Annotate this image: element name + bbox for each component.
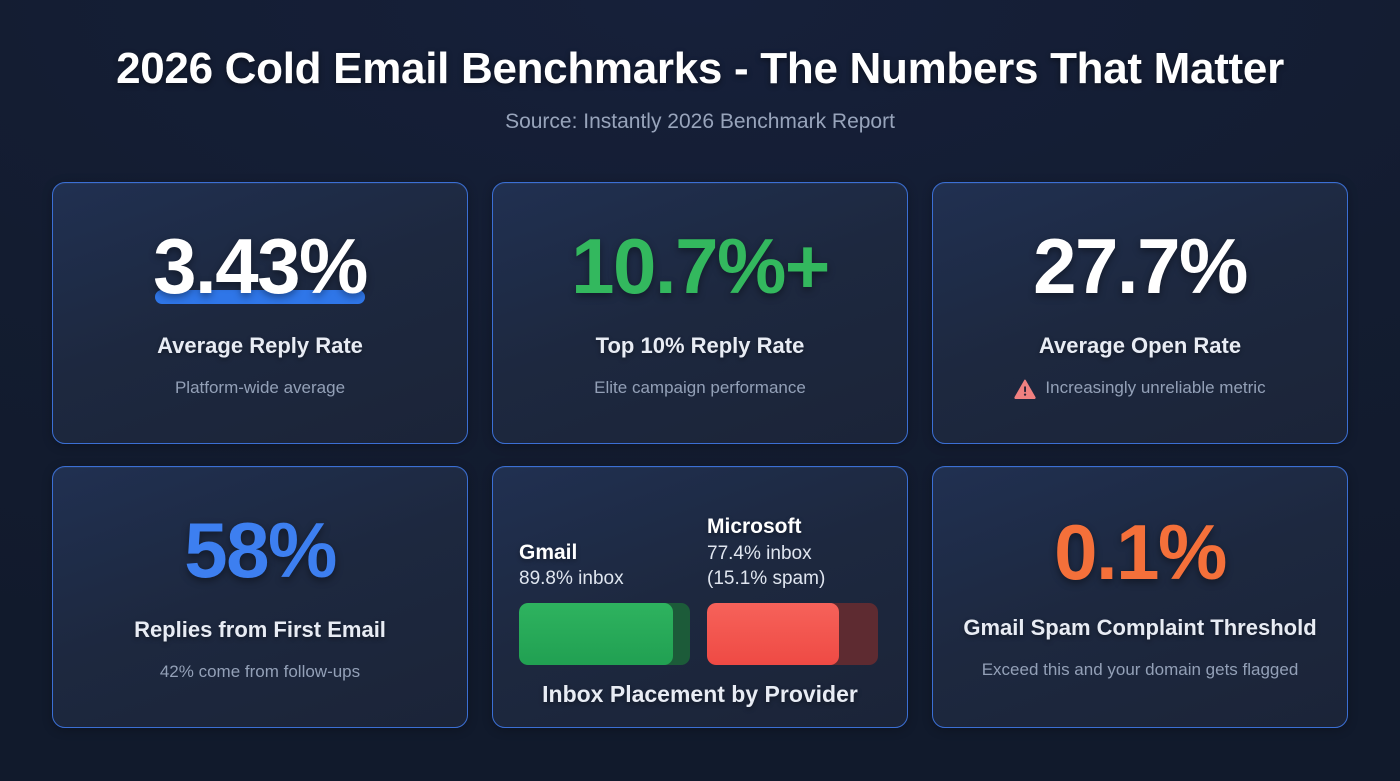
inbox-placement-chart-card: Gmail 89.8% inbox Microsoft 77.4% inbox …	[492, 466, 908, 728]
warning-triangle-icon	[1014, 379, 1037, 400]
stat-value: 3.43%	[153, 222, 368, 311]
stats-grid: 3.43% Average Reply Rate Platform-wide a…	[52, 182, 1348, 728]
header: 2026 Cold Email Benchmarks - The Numbers…	[0, 0, 1400, 134]
value-wrap: 10.7%+	[571, 222, 830, 311]
stat-card-average-reply-rate: 3.43% Average Reply Rate Platform-wide a…	[52, 182, 468, 444]
stat-note-text: Exceed this and your domain gets flagged	[981, 660, 1299, 680]
provider-stat-line-1: 77.4% inbox	[707, 542, 812, 564]
value-wrap: 27.7%	[1033, 222, 1248, 311]
provider-bar-fill	[707, 603, 840, 666]
stat-value: 58%	[184, 506, 337, 595]
provider-bar-track	[707, 603, 878, 666]
provider-bar-fill	[519, 603, 673, 666]
stat-note-text: Platform-wide average	[174, 378, 346, 398]
stat-label: Average Reply Rate	[157, 333, 363, 359]
stat-label: Gmail Spam Complaint Threshold	[963, 615, 1317, 641]
provider-stat-line-1: 89.8% inbox	[519, 567, 624, 589]
provider-bar-track	[519, 603, 690, 666]
chart-caption: Inbox Placement by Provider	[542, 681, 858, 708]
provider-bar-chart: Gmail 89.8% inbox Microsoft 77.4% inbox …	[519, 495, 881, 666]
stat-value: 10.7%+	[571, 222, 830, 311]
stat-note: Platform-wide average	[175, 377, 345, 398]
value-underline-bar	[155, 290, 365, 305]
stat-note: Increasingly unreliable metric	[1014, 377, 1266, 400]
provider-column-microsoft: Microsoft 77.4% inbox (15.1% spam)	[707, 495, 881, 666]
provider-column-gmail: Gmail 89.8% inbox	[519, 495, 693, 666]
stat-card-average-open-rate: 27.7% Average Open Rate Increasingly unr…	[932, 182, 1348, 444]
stat-note-text: Elite campaign performance	[594, 378, 806, 398]
stat-note: Elite campaign performance	[594, 377, 806, 398]
provider-name: Gmail	[519, 540, 578, 564]
value-wrap: 0.1%	[1054, 508, 1227, 597]
value-wrap: 58%	[184, 506, 337, 595]
provider-name: Microsoft	[707, 515, 802, 539]
stat-card-top-10-reply-rate: 10.7%+ Top 10% Reply Rate Elite campaign…	[492, 182, 908, 444]
stat-note-text: Increasingly unreliable metric	[1045, 378, 1266, 398]
stat-label: Average Open Rate	[1038, 333, 1242, 359]
page-subtitle: Source: Instantly 2026 Benchmark Report	[505, 110, 895, 134]
provider-stat-line-2: (15.1% spam)	[707, 567, 826, 589]
value-wrap: 3.43%	[153, 222, 368, 311]
stat-label: Replies from First Email	[134, 617, 386, 643]
stat-note: Exceed this and your domain gets flagged	[982, 659, 1299, 680]
stat-card-gmail-spam-complaint-threshold: 0.1% Gmail Spam Complaint Threshold Exce…	[932, 466, 1348, 728]
stat-note: 42% come from follow-ups	[160, 661, 360, 682]
stat-label: Top 10% Reply Rate	[595, 333, 805, 359]
stat-value: 0.1%	[1054, 508, 1227, 597]
stat-value: 27.7%	[1033, 222, 1248, 311]
page-title: 2026 Cold Email Benchmarks - The Numbers…	[116, 44, 1284, 93]
stat-card-replies-from-first-email: 58% Replies from First Email 42% come fr…	[52, 466, 468, 728]
stat-note-text: 42% come from follow-ups	[159, 662, 361, 682]
